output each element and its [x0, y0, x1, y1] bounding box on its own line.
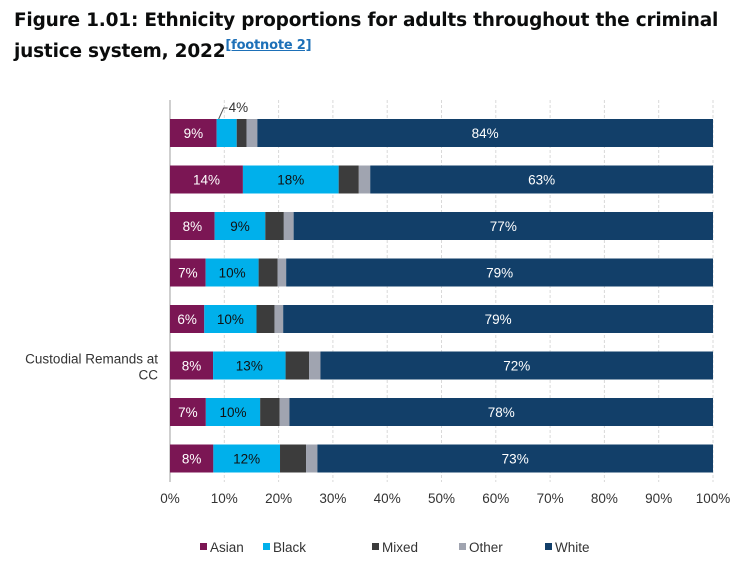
bar-segment-white	[289, 398, 713, 426]
data-label: 10%	[217, 312, 244, 327]
bar-segment-mixed	[260, 398, 280, 426]
bar-segment-asian	[170, 444, 214, 473]
data-label: 18%	[277, 173, 304, 188]
bar-segment-other	[283, 212, 294, 240]
bar-segment-asian	[170, 398, 206, 426]
x-tick-label: 80%	[591, 491, 618, 506]
category-label: Custodial Remands at CC	[25, 352, 158, 383]
data-label: 77%	[490, 219, 517, 234]
x-tick-label: 60%	[482, 491, 509, 506]
bar-segment-other	[277, 258, 287, 287]
chart-title: Figure 1.01: Ethnicity proportions for a…	[14, 8, 744, 64]
x-tick-label: 50%	[428, 491, 455, 506]
bar-segment-mixed	[265, 212, 284, 240]
bar-segment-white	[293, 212, 713, 240]
bar-segment-asian	[170, 258, 206, 287]
bar-segment-black	[205, 258, 259, 287]
bar-segment-black	[213, 444, 281, 473]
legend-label: Mixed	[382, 540, 418, 555]
data-label: 79%	[485, 312, 512, 327]
bar-segment-white	[257, 119, 713, 147]
bar-segment-mixed	[236, 119, 247, 147]
data-label: 8%	[182, 452, 202, 467]
x-tick-label: 90%	[645, 491, 672, 506]
bar-segment-black	[214, 212, 266, 240]
x-tick-label: 0%	[160, 491, 180, 506]
bar-segment-other	[274, 305, 284, 333]
bar-segment-other	[358, 165, 371, 194]
bar-segment-asian	[170, 305, 205, 333]
x-tick-label: 40%	[374, 491, 401, 506]
bar-segment-asian	[170, 165, 243, 194]
bar-segment-black	[242, 165, 339, 194]
bar-segment-other	[279, 398, 290, 426]
bar-segment-mixed	[285, 351, 310, 380]
bar-segment-white	[283, 305, 713, 333]
data-label: 14%	[193, 173, 220, 188]
x-tick-label: 20%	[265, 491, 292, 506]
bar-segment-white	[286, 258, 713, 287]
bar-segment-black	[204, 305, 257, 333]
annotation-label: 4%	[229, 100, 249, 115]
bar-segment-mixed	[256, 305, 275, 333]
x-tick-label: 100%	[696, 491, 731, 506]
legend-swatch-mixed	[372, 543, 379, 550]
bar-segment-white	[370, 165, 713, 194]
x-tick-label: 70%	[537, 491, 564, 506]
data-label: 10%	[219, 405, 246, 420]
bar-segment-asian	[170, 119, 217, 147]
bar-segment-black	[205, 398, 261, 426]
data-label: 9%	[230, 219, 250, 234]
x-tick-label: 10%	[211, 491, 238, 506]
data-label: 79%	[486, 266, 513, 281]
bar-segment-other	[306, 444, 318, 473]
data-label: 9%	[184, 126, 204, 141]
bar-segment-black	[216, 119, 237, 147]
bar-segment-mixed	[280, 444, 307, 473]
legend-label: Asian	[210, 540, 244, 555]
x-tick-label: 30%	[319, 491, 346, 506]
legend-swatch-white	[545, 543, 552, 550]
bar-segment-white	[320, 351, 713, 380]
legend-swatch-black	[263, 543, 270, 550]
bar-segment-other	[309, 351, 321, 380]
legend-swatch-other	[459, 543, 466, 550]
data-label: 7%	[178, 266, 198, 281]
data-label: 8%	[183, 219, 203, 234]
legend-label: White	[555, 540, 590, 555]
bar-segment-other	[246, 119, 258, 147]
data-label: 8%	[182, 359, 202, 374]
legend-label: Black	[273, 540, 306, 555]
data-label: 78%	[488, 405, 515, 420]
data-label: 84%	[472, 126, 499, 141]
data-label: 13%	[236, 359, 263, 374]
annotation-leader-line	[218, 107, 228, 120]
bar-segment-asian	[170, 212, 215, 240]
data-label: 10%	[219, 266, 246, 281]
bar-segment-mixed	[338, 165, 359, 194]
legend-swatch-asian	[200, 543, 207, 550]
title-text: Figure 1.01: Ethnicity proportions for a…	[14, 10, 719, 62]
bar-segment-mixed	[258, 258, 278, 287]
data-label: 12%	[233, 452, 260, 467]
footnote-link[interactable]: [footnote 2]	[225, 38, 312, 53]
bar-segment-white	[317, 444, 713, 473]
data-label: 63%	[528, 173, 555, 188]
bar-segment-asian	[170, 351, 214, 380]
data-label: 6%	[177, 312, 197, 327]
data-label: 72%	[503, 359, 530, 374]
data-label: 73%	[502, 452, 529, 467]
data-label: 7%	[178, 405, 198, 420]
bar-segment-black	[213, 351, 286, 380]
legend-label: Other	[469, 540, 503, 555]
